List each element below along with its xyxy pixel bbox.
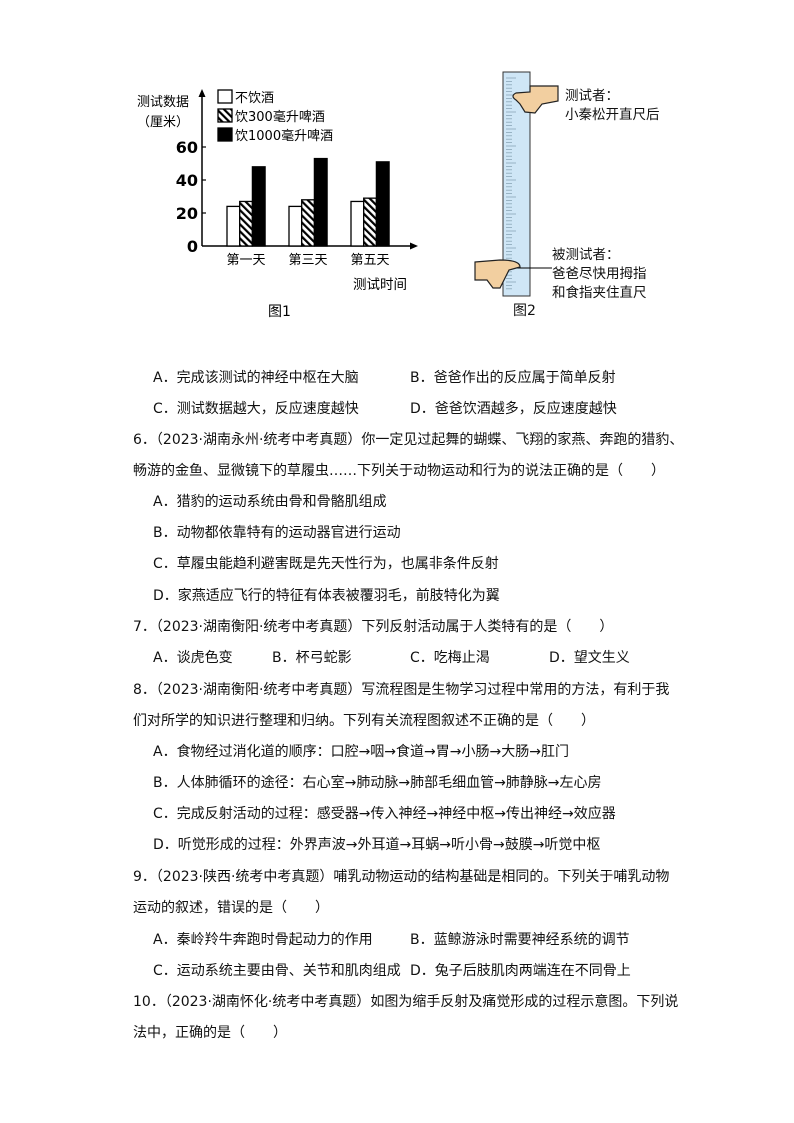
y-axis-label-line2: （厘米）	[137, 115, 189, 130]
q7-option-a: A．谈虎色变	[153, 650, 233, 666]
q7-stem: 7．（2023·湖南衡阳·统考中考真题）下列反射活动属于人类特有的是（ ）	[133, 619, 614, 635]
legend-label: 饮300毫升啤酒	[235, 109, 325, 125]
q6-stem-line2: 畅游的金鱼、显微镜下的草履虫……下列关于动物运动和行为的说法正确的是（ ）	[133, 463, 665, 479]
x-tick-label: 第五天	[350, 253, 389, 268]
q6-option-c: C．草履虫能趋利避害既是先天性行为，也属非条件反射	[153, 556, 499, 572]
q10-stem-line2: 法中，正确的是（ ）	[133, 1025, 287, 1041]
legend-swatch	[217, 89, 233, 104]
q9-stem-line2: 运动的叙述，错误的是（ ）	[133, 900, 329, 916]
y-axis-label-line1: 测试数据	[137, 95, 189, 110]
q5-option-d: D．爸爸饮酒越多，反应速度越快	[410, 401, 617, 417]
q5-option-a: A．完成该测试的神经中枢在大脑	[153, 370, 359, 386]
q6-stem-line1: 6．（2023·湖南永州·统考中考真题）你一定见过起舞的蝴蝶、飞翔的家燕、奔跑的…	[133, 432, 684, 448]
q9-stem-line1: 9．（2023·陕西·统考中考真题）哺乳动物运动的结构基础是相同的。下列关于哺乳…	[133, 869, 670, 885]
q6-option-a: A．猎豹的运动系统由骨和骨骼肌组成	[153, 494, 387, 510]
q9-option-a: A．秦岭羚牛奔跑时骨起动力的作用	[153, 932, 373, 948]
subject-description-line2: 和食指夹住直尺	[552, 285, 647, 301]
bar-3	[375, 161, 390, 247]
ruler-illustration	[474, 71, 559, 297]
x-axis-arrow-icon	[410, 242, 418, 250]
figure1-caption: 图1	[268, 304, 291, 320]
x-tick-label: 第一天	[226, 253, 265, 268]
y-tick-label: 0	[187, 237, 198, 256]
q8-option-b: B．人体肺循环的途径：右心室→肺动脉→肺部毛细血管→肺静脉→左心房	[153, 775, 602, 791]
tester-description: 小秦松开直尺后	[565, 107, 660, 123]
q5-option-c: C．测试数据越大，反应速度越快	[153, 401, 359, 417]
figure2-caption: 图2	[513, 303, 536, 319]
q6-option-b: B．动物都依靠特有的运动器官进行运动	[153, 525, 401, 541]
q9-option-d: D．兔子后肢肌肉两端连在不同骨上	[410, 963, 631, 979]
legend-swatch	[217, 108, 233, 123]
figure2: 测试者： 小秦松开直尺后 被测试者： 爸爸尽快用拇指 和食指夹住直尺 图2	[0, 0, 794, 330]
legend-label: 饮1000毫升啤酒	[235, 128, 333, 144]
subject-label: 被测试者：	[552, 247, 620, 263]
q8-option-c: C．完成反射活动的过程：感受器→传入神经→神经中枢→传出神经→效应器	[153, 806, 616, 822]
q7-option-b: B．杯弓蛇影	[272, 650, 352, 666]
legend-label: 不饮酒	[235, 91, 274, 106]
q8-option-d: D．听觉形成的过程：外界声波→外耳道→耳蜗→听小骨→鼓膜→听觉中枢	[153, 837, 601, 853]
subject-hand-icon	[474, 259, 521, 289]
q8-stem-line1: 8．（2023·湖南衡阳·统考中考真题）写流程图是生物学习过程中常用的方法，有利…	[133, 682, 670, 698]
subject-description-line1: 爸爸尽快用拇指	[552, 266, 647, 282]
q8-option-a: A．食物经过消化道的顺序：口腔→咽→食道→胃→小肠→大肠→肛门	[153, 744, 569, 760]
y-axis-arrow-icon	[198, 89, 206, 97]
tester-label: 测试者：	[565, 88, 619, 104]
y-tick-label: 20	[176, 204, 198, 223]
q9-option-c: C．运动系统主要由骨、关节和肌肉组成	[153, 963, 401, 979]
bar-3	[313, 157, 328, 247]
y-tick-label: 60	[176, 138, 198, 157]
q10-stem-line1: 10．（2023·湖南怀化·统考中考真题）如图为缩手反射及痛觉形成的过程示意图。…	[133, 994, 679, 1010]
figure1-bar-chart: 测试数据 （厘米） 测试时间 图1 0 20 40 60 第一天 第三天 第五天 不饮酒饮30…	[137, 89, 418, 320]
bar-3	[251, 166, 266, 247]
q7-option-d: D．望文生义	[549, 650, 630, 666]
q6-option-d: D．家燕适应飞行的特征有体表被覆羽毛，前肢特化为翼	[153, 588, 500, 604]
tester-hand-icon	[512, 85, 559, 114]
q8-stem-line2: 们对所学的知识进行整理和归纳。下列有关流程图叙述不正确的是（ ）	[133, 713, 595, 729]
y-tick-label: 40	[176, 171, 198, 190]
q9-option-b: B．蓝鲸游泳时需要神经系统的调节	[410, 932, 630, 948]
q5-option-b: B．爸爸作出的反应属于简单反射	[410, 370, 616, 386]
legend-swatch	[217, 127, 233, 142]
q7-option-c: C．吃梅止渴	[410, 650, 490, 666]
x-axis-label: 测试时间	[353, 277, 407, 293]
x-tick-label: 第三天	[288, 253, 327, 268]
